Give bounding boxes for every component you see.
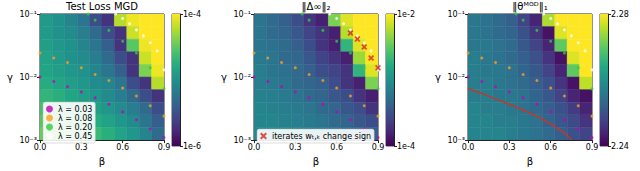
svg-text:10⁻³: 10⁻³ [447, 135, 465, 145]
svg-text:2.24: 2.24 [611, 142, 629, 151]
svg-text:0.3: 0.3 [503, 143, 516, 152]
svg-text:0.0: 0.0 [34, 143, 47, 152]
svg-text:β: β [313, 156, 319, 167]
svg-text:10⁻²: 10⁻² [233, 73, 251, 82]
svg-text:‖Δ∞‖₂: ‖Δ∞‖₂ [301, 1, 330, 13]
svg-text:0.9: 0.9 [372, 143, 385, 152]
svg-text:λ = 0.03: λ = 0.03 [58, 105, 92, 114]
svg-text:10⁻²: 10⁻² [19, 73, 37, 82]
svg-text:0.6: 0.6 [116, 143, 129, 152]
svg-text:λ = 0.08: λ = 0.08 [58, 114, 92, 123]
svg-text:1e-4: 1e-4 [397, 142, 415, 151]
svg-text:1e-6: 1e-6 [183, 142, 201, 151]
svg-text:0.6: 0.6 [330, 143, 343, 152]
svg-text:γ: γ [221, 72, 227, 83]
svg-text:0.9: 0.9 [158, 143, 171, 152]
svg-text:10⁻¹: 10⁻¹ [447, 10, 465, 19]
svg-text:0.6: 0.6 [544, 143, 557, 152]
svg-text:γ: γ [435, 72, 441, 83]
svg-text:λ = 0.20: λ = 0.20 [58, 123, 92, 132]
svg-text:Test Loss MGD: Test Loss MGD [65, 1, 138, 12]
svg-text:β: β [527, 156, 533, 167]
svg-text:10⁻³: 10⁻³ [233, 135, 251, 145]
svg-text:1e-4: 1e-4 [183, 10, 201, 19]
svg-text:2.28: 2.28 [611, 10, 629, 19]
svg-text:0.0: 0.0 [462, 143, 475, 152]
svg-text:γ: γ [7, 72, 13, 83]
svg-text:‖θᴹᴳᴰ‖₁: ‖θᴹᴳᴰ‖₁ [512, 1, 547, 13]
svg-text:10⁻¹: 10⁻¹ [19, 10, 37, 19]
svg-text:0.3: 0.3 [289, 143, 302, 152]
svg-text:10⁻¹: 10⁻¹ [233, 10, 251, 19]
svg-text:0.3: 0.3 [75, 143, 88, 152]
svg-text:1e-2: 1e-2 [397, 10, 415, 19]
svg-text:0.9: 0.9 [586, 143, 599, 152]
svg-text:10⁻²: 10⁻² [447, 73, 465, 82]
svg-text:0.0: 0.0 [248, 143, 261, 152]
svg-text:iterates wₜ,ₖ change sign: iterates wₜ,ₖ change sign [272, 132, 371, 141]
svg-text:10⁻³: 10⁻³ [19, 135, 37, 145]
svg-text:β: β [99, 156, 105, 167]
svg-text:λ = 0.45: λ = 0.45 [58, 132, 92, 141]
